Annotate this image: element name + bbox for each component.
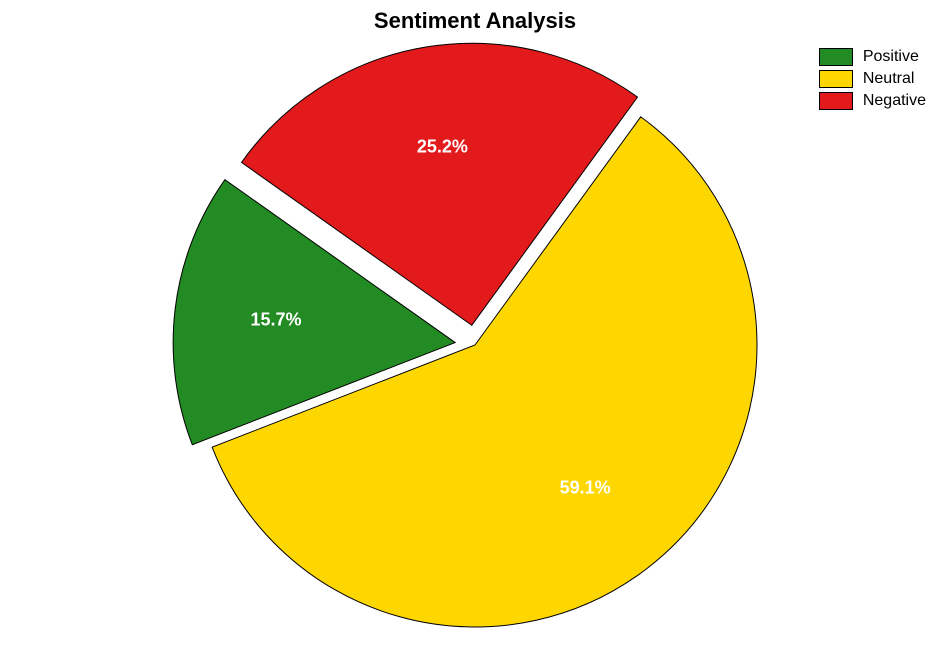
legend: Positive Neutral Negative (819, 48, 926, 114)
legend-swatch-positive (819, 48, 853, 66)
slice-label-neutral: 59.1% (560, 477, 611, 498)
legend-label-positive: Positive (863, 48, 919, 66)
pie-svg (0, 0, 950, 662)
legend-item-neutral: Neutral (819, 70, 926, 88)
legend-item-positive: Positive (819, 48, 926, 66)
legend-swatch-negative (819, 92, 853, 110)
slice-label-negative: 25.2% (417, 137, 468, 158)
legend-label-negative: Negative (863, 92, 926, 110)
legend-swatch-neutral (819, 70, 853, 88)
slice-label-positive: 15.7% (250, 310, 301, 331)
legend-label-neutral: Neutral (863, 70, 915, 88)
sentiment-pie-chart: Sentiment Analysis Positive Neutral Nega… (0, 0, 950, 662)
legend-item-negative: Negative (819, 92, 926, 110)
